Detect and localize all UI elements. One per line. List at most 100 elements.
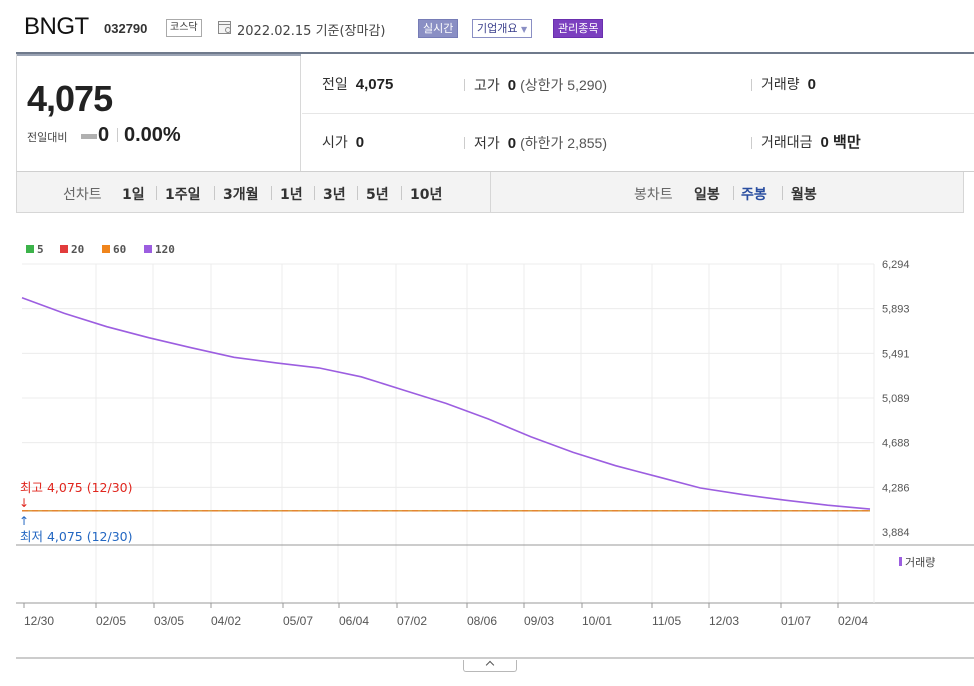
candle-weekly[interactable]: 주봉 bbox=[741, 187, 767, 203]
low-label: 저가 bbox=[474, 136, 500, 152]
y-tick-label: 6,294 bbox=[882, 259, 910, 271]
legend-label: 20 bbox=[71, 243, 85, 256]
price-chart-svg: 6,294 5,893 5,491 5,089 4,688 4,286 3,884 12/30… bbox=[16, 259, 974, 659]
x-tick-label: 12/03 bbox=[709, 614, 739, 628]
volume-label: 거래량 bbox=[761, 77, 800, 93]
legend-ma120[interactable]: 120 bbox=[144, 243, 175, 256]
high-arrow: ↓ bbox=[19, 496, 29, 510]
period-5y[interactable]: 5년 bbox=[366, 187, 389, 203]
open-value: 0 bbox=[355, 134, 365, 151]
stock-code: 032790 bbox=[104, 21, 148, 36]
divider bbox=[751, 79, 752, 91]
period-3m[interactable]: 3개월 bbox=[223, 187, 259, 203]
market-badge: 코스닥 bbox=[166, 19, 202, 37]
high-price: 고가 0 (상한가 5,290) bbox=[474, 56, 607, 114]
prev-close: 전일 4,075 bbox=[322, 56, 393, 114]
x-tick-label: 12/30 bbox=[24, 614, 54, 628]
x-tick-label: 04/02 bbox=[211, 614, 241, 628]
legend-ma5[interactable]: 5 bbox=[26, 243, 44, 256]
divider bbox=[214, 186, 215, 200]
divider bbox=[156, 186, 157, 200]
line-chart-periods: 선차트 1일 1주일 3개월 1년 3년 5년 10년 bbox=[17, 172, 491, 212]
divider bbox=[117, 128, 118, 142]
upper-limit: (상한가 5,290) bbox=[520, 77, 607, 93]
high-price-label: 최고 4,075 (12/30) bbox=[20, 480, 133, 495]
period-10y[interactable]: 10년 bbox=[410, 187, 443, 203]
x-tick-label: 10/01 bbox=[582, 614, 612, 628]
low-price-label: 최저 4,075 (12/30) bbox=[20, 529, 133, 544]
x-tick-label: 11/05 bbox=[652, 614, 681, 628]
open-label: 시가 bbox=[322, 135, 348, 151]
dropdown-arrow-icon: ▼ bbox=[520, 25, 528, 34]
volume-value: 0 bbox=[807, 76, 816, 93]
collapse-button[interactable] bbox=[463, 660, 517, 672]
change-value: 0 bbox=[98, 124, 110, 146]
legend-swatch bbox=[26, 245, 34, 253]
lower-limit: (하한가 2,855) bbox=[520, 135, 607, 151]
x-tick-label: 02/05 bbox=[96, 614, 126, 628]
legend-ma60[interactable]: 60 bbox=[102, 243, 126, 256]
high-value: 0 bbox=[507, 77, 517, 94]
prev-close-value: 4,075 bbox=[355, 76, 394, 93]
base-date: 2022.02.15 기준(장마감) bbox=[237, 24, 386, 39]
legend-swatch bbox=[102, 245, 110, 253]
period-1w[interactable]: 1주일 bbox=[165, 187, 201, 203]
low-value: 0 bbox=[507, 135, 517, 152]
y-tick-label: 5,089 bbox=[882, 393, 910, 405]
y-tick-label: 5,893 bbox=[882, 304, 910, 316]
divider bbox=[751, 137, 752, 149]
series-line-ma120 bbox=[21, 297, 871, 510]
divider bbox=[782, 186, 783, 200]
calendar-icon bbox=[218, 21, 231, 34]
stock-name: BNGT bbox=[24, 13, 89, 40]
divider bbox=[271, 186, 272, 200]
x-tick-label: 03/05 bbox=[154, 614, 184, 628]
x-tick-label: 09/03 bbox=[524, 614, 554, 628]
x-tick-label: 02/04 bbox=[838, 614, 868, 628]
managed-stock-badge[interactable]: 관리종목 bbox=[553, 19, 604, 38]
divider bbox=[314, 186, 315, 200]
no-change-icon bbox=[81, 134, 97, 139]
chevron-up-icon bbox=[485, 660, 495, 670]
y-tick-label: 4,688 bbox=[882, 438, 910, 450]
low-price: 저가 0 (하한가 2,855) bbox=[474, 114, 607, 172]
divider bbox=[733, 186, 734, 200]
volume-legend-label: 거래량 bbox=[905, 556, 935, 569]
legend-swatch bbox=[60, 245, 68, 253]
price-chart: 6,294 5,893 5,491 5,089 4,688 4,286 3,884 12/30… bbox=[16, 213, 974, 686]
current-price: 4,075 bbox=[27, 78, 113, 119]
divider bbox=[464, 137, 465, 149]
legend-label: 60 bbox=[113, 243, 127, 256]
period-selector-bar: 선차트 1일 1주일 3개월 1년 3년 5년 10년 봉차트 일봉 주봉 월봉 bbox=[16, 172, 964, 213]
y-tick-label: 5,491 bbox=[882, 348, 910, 360]
realtime-button[interactable]: 실시간 bbox=[418, 19, 459, 38]
period-1d[interactable]: 1일 bbox=[122, 187, 145, 203]
legend-swatch bbox=[144, 245, 152, 253]
line-chart-title: 선차트 bbox=[63, 187, 102, 203]
trade-value-value: 0 백만 bbox=[820, 134, 861, 151]
trade-value: 거래대금 0 백만 bbox=[761, 114, 861, 172]
change-label: 전일대비 bbox=[27, 131, 68, 144]
candle-monthly[interactable]: 월봉 bbox=[791, 187, 817, 203]
volume: 거래량 0 bbox=[761, 56, 816, 114]
x-tick-label: 08/06 bbox=[467, 614, 497, 628]
open-price: 시가 0 bbox=[322, 114, 364, 172]
info-row-1: 전일 4,075 고가 0 (상한가 5,290) 거래량 0 bbox=[302, 56, 974, 114]
x-tick-label: 05/07 bbox=[283, 614, 313, 628]
price-summary: 4,075 전일대비 0 0.00% 전일 4,075 고가 0 (상한가 5,290… bbox=[16, 54, 974, 172]
x-tick-label: 07/02 bbox=[397, 614, 427, 628]
divider bbox=[401, 186, 402, 200]
period-1y[interactable]: 1년 bbox=[280, 187, 303, 203]
x-tick-label: 06/04 bbox=[339, 614, 369, 628]
company-overview-label: 기업개요 bbox=[477, 22, 518, 35]
candle-daily[interactable]: 일봉 bbox=[694, 187, 720, 203]
period-3y[interactable]: 3년 bbox=[323, 187, 346, 203]
candle-chart-title: 봉차트 bbox=[634, 187, 673, 203]
current-price-box: 4,075 전일대비 0 0.00% bbox=[17, 54, 301, 171]
volume-legend-swatch bbox=[899, 557, 902, 566]
legend-label: 120 bbox=[155, 243, 175, 256]
high-label: 고가 bbox=[474, 78, 500, 94]
company-overview-button[interactable]: 기업개요 ▼ bbox=[472, 19, 533, 38]
prev-close-label: 전일 bbox=[322, 77, 348, 93]
legend-ma20[interactable]: 20 bbox=[60, 243, 84, 256]
